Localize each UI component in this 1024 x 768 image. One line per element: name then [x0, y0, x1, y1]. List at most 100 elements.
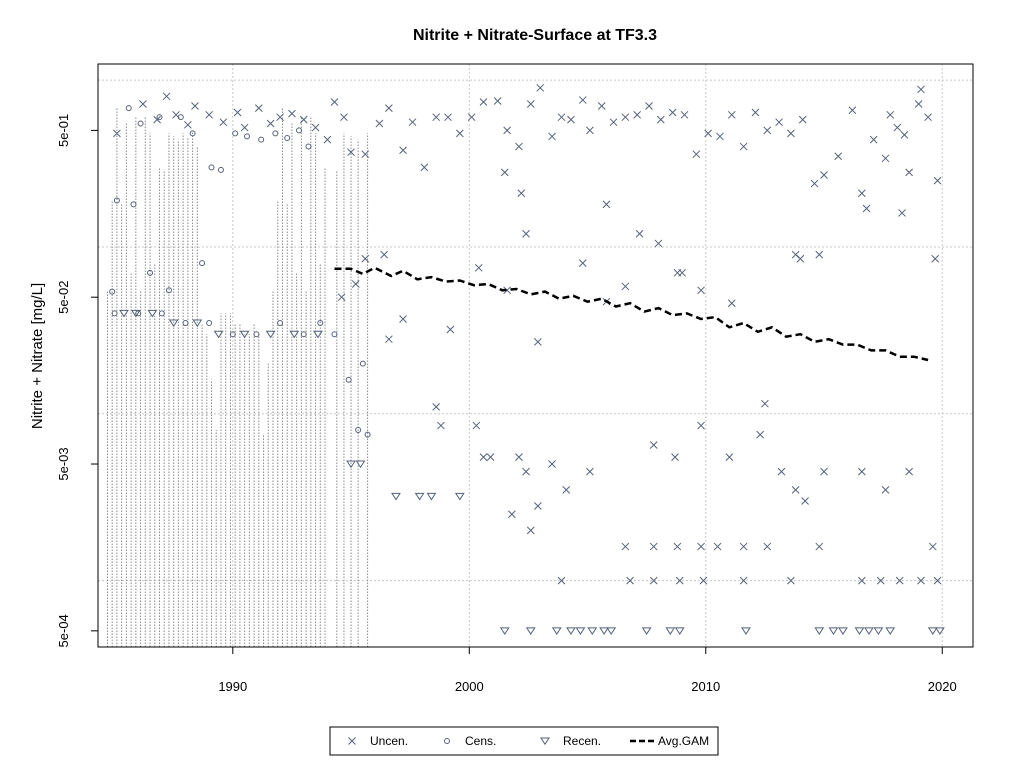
uncensored-point: [649, 441, 658, 449]
uncensored-point: [399, 315, 407, 323]
uncensored-point: [727, 110, 736, 119]
uncensored-point: [347, 148, 355, 157]
uncensored-point: [184, 120, 192, 129]
uncensored-point: [815, 250, 824, 259]
uncensored-point: [787, 129, 795, 138]
recensored-point: [168, 319, 179, 328]
recensored-point: [265, 330, 276, 339]
recensored-point: [814, 627, 825, 635]
uncensored-point: [479, 98, 488, 106]
uncensored-point: [798, 115, 807, 124]
uncensored-point: [399, 146, 407, 155]
uncensored-point: [680, 110, 689, 119]
censored-point: [359, 360, 366, 367]
uncensored-point: [704, 129, 712, 138]
uncensored-point: [578, 259, 587, 268]
uncensored-point: [515, 453, 523, 461]
uncensored-point: [557, 576, 566, 585]
recensored-point: [239, 330, 250, 339]
uncensored-point: [895, 576, 904, 585]
recensored-point: [864, 627, 874, 635]
uncensored-point: [444, 113, 452, 122]
censored-point: [272, 130, 279, 137]
censored-point: [206, 320, 213, 327]
x-tick-label: 2000: [455, 679, 484, 694]
recensored-point: [426, 492, 437, 501]
uncensored-point: [609, 118, 618, 127]
recensored-point: [130, 309, 141, 318]
uncensored-point: [526, 100, 535, 108]
uncensored-point: [917, 576, 925, 585]
uncensored-point: [739, 576, 748, 585]
uncensored-point: [933, 176, 942, 185]
uncensored-point: [697, 542, 705, 551]
recensored-point: [454, 492, 465, 501]
uncensored-point: [820, 171, 828, 179]
censored-point: [199, 260, 206, 267]
uncensored-point: [500, 168, 509, 177]
censored-point: [232, 130, 239, 137]
legend-label: Recen.: [563, 734, 601, 748]
uncensored-point: [931, 254, 940, 263]
recensored-point: [346, 460, 356, 469]
uncensored-point: [857, 467, 866, 476]
recensored-point: [934, 627, 945, 635]
uncensored-point: [330, 98, 339, 106]
uncensored-point: [455, 129, 464, 138]
gam-curve: [334, 266, 929, 362]
uncensored-point: [522, 467, 530, 476]
uncensored-point: [869, 135, 878, 144]
legend-label: Avg.GAM: [658, 734, 709, 748]
uncensored-point: [323, 135, 332, 144]
censored-intervals: [106, 108, 369, 647]
censored-point: [305, 143, 312, 150]
recensored-point: [119, 309, 129, 318]
uncensored-point: [671, 453, 679, 461]
uncensored-point: [668, 108, 677, 117]
x-tick-label: 1990: [218, 679, 247, 694]
recensored-point: [575, 627, 586, 635]
recensored-point: [741, 627, 751, 635]
recensored-point: [525, 627, 536, 635]
recensored-point: [391, 492, 401, 501]
censored-point: [137, 120, 144, 127]
uncensored-point: [791, 486, 800, 494]
censored-point: [317, 320, 324, 327]
legend-label: Uncen.: [370, 734, 408, 748]
uncensored-point: [775, 118, 783, 127]
uncensored-point: [348, 737, 356, 745]
uncensored-point: [725, 453, 734, 461]
uncensored-point: [914, 100, 923, 108]
uncensored-point: [713, 542, 722, 551]
uncensored-point: [697, 421, 705, 430]
y-tick-label: 5e-01: [56, 114, 71, 147]
uncensored-point: [548, 460, 556, 468]
uncensored-point: [299, 115, 308, 124]
uncensored-point: [467, 113, 476, 122]
uncensored-point: [276, 113, 284, 122]
uncensored-point: [763, 542, 772, 551]
uncensored-point: [893, 123, 902, 132]
uncensored-point: [233, 108, 242, 117]
uncensored-point: [557, 113, 566, 122]
uncensored-point: [898, 209, 906, 217]
uncensored-point: [474, 263, 483, 272]
censored-point: [113, 197, 120, 204]
censored-point: [208, 164, 215, 171]
recensored-point: [213, 330, 224, 339]
censored-point: [229, 331, 236, 338]
uncensored-point: [810, 179, 819, 188]
uncensored-point: [567, 115, 575, 124]
uncensored-point: [602, 200, 611, 209]
recensored-point: [289, 330, 300, 339]
uncensored-point: [928, 542, 937, 551]
uncensored-point: [586, 126, 594, 135]
recensored-point: [854, 627, 865, 635]
censored-point: [125, 105, 132, 112]
uncensored-point: [756, 430, 765, 439]
uncensored-point: [361, 150, 370, 159]
censored-point: [444, 738, 450, 744]
uncensored-point: [446, 325, 455, 334]
